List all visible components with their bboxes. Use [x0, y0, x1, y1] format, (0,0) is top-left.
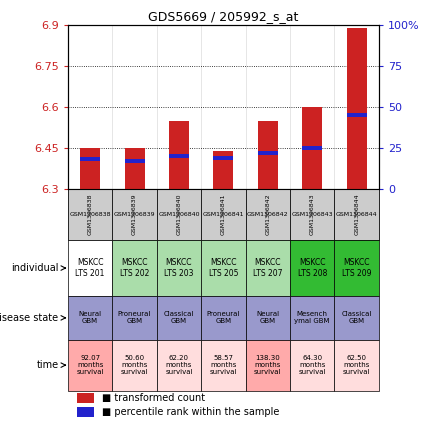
FancyBboxPatch shape	[112, 296, 157, 340]
Title: GDS5669 / 205992_s_at: GDS5669 / 205992_s_at	[148, 10, 299, 23]
FancyBboxPatch shape	[335, 296, 379, 340]
FancyBboxPatch shape	[246, 240, 290, 296]
Text: individual: individual	[11, 263, 59, 273]
Text: disease state: disease state	[0, 313, 59, 323]
Bar	[258, 121, 278, 189]
Text: 138.30
months
survival: 138.30 months survival	[254, 355, 282, 375]
Text: GSM1306843: GSM1306843	[310, 194, 315, 235]
Text: GSM1306840: GSM1306840	[177, 194, 181, 235]
Bar	[302, 146, 322, 150]
Text: GSM1306840: GSM1306840	[158, 212, 200, 217]
Text: Proneural
GBM: Proneural GBM	[207, 311, 240, 324]
Text: ■ transformed count: ■ transformed count	[102, 393, 205, 403]
FancyBboxPatch shape	[157, 189, 201, 240]
Text: Classical
GBM: Classical GBM	[164, 311, 194, 324]
Text: MSKCC
LTS 207: MSKCC LTS 207	[253, 258, 283, 278]
Text: Neural
GBM: Neural GBM	[78, 311, 102, 324]
FancyBboxPatch shape	[68, 340, 112, 391]
FancyBboxPatch shape	[290, 240, 335, 296]
Text: Neural
GBM: Neural GBM	[256, 311, 279, 324]
Text: GSM1306839: GSM1306839	[114, 212, 155, 217]
FancyBboxPatch shape	[246, 189, 290, 240]
FancyBboxPatch shape	[290, 296, 335, 340]
FancyBboxPatch shape	[201, 240, 246, 296]
FancyBboxPatch shape	[290, 340, 335, 391]
FancyBboxPatch shape	[68, 189, 112, 240]
Bar	[124, 148, 145, 189]
Bar	[213, 156, 233, 160]
FancyBboxPatch shape	[201, 189, 246, 240]
Bar	[80, 148, 100, 189]
Bar	[258, 151, 278, 155]
FancyBboxPatch shape	[112, 189, 157, 240]
FancyBboxPatch shape	[246, 189, 290, 240]
Text: 92.07
months
survival: 92.07 months survival	[76, 355, 104, 375]
FancyBboxPatch shape	[68, 189, 112, 240]
FancyBboxPatch shape	[157, 189, 201, 240]
FancyBboxPatch shape	[112, 340, 157, 391]
Bar	[77, 407, 94, 418]
Text: 58.57
months
survival: 58.57 months survival	[210, 355, 237, 375]
Text: MSKCC
LTS 208: MSKCC LTS 208	[297, 258, 327, 278]
Text: GSM1306842: GSM1306842	[265, 194, 270, 235]
Bar	[213, 151, 233, 189]
FancyBboxPatch shape	[201, 189, 246, 240]
Text: ■ percentile rank within the sample: ■ percentile rank within the sample	[102, 407, 279, 417]
Text: GSM1306839: GSM1306839	[132, 194, 137, 235]
Text: 50.60
months
survival: 50.60 months survival	[121, 355, 148, 375]
FancyBboxPatch shape	[335, 340, 379, 391]
Bar	[169, 154, 189, 158]
Text: 62.20
months
survival: 62.20 months survival	[165, 355, 193, 375]
FancyBboxPatch shape	[335, 240, 379, 296]
Bar	[302, 107, 322, 189]
FancyBboxPatch shape	[246, 340, 290, 391]
FancyBboxPatch shape	[335, 189, 379, 240]
Text: GSM1306841: GSM1306841	[221, 194, 226, 235]
FancyBboxPatch shape	[201, 340, 246, 391]
Text: GSM1306838: GSM1306838	[88, 194, 92, 235]
FancyBboxPatch shape	[335, 189, 379, 240]
Text: MSKCC
LTS 202: MSKCC LTS 202	[120, 258, 149, 278]
Bar	[169, 121, 189, 189]
Text: GSM1306843: GSM1306843	[291, 212, 333, 217]
FancyBboxPatch shape	[157, 240, 201, 296]
FancyBboxPatch shape	[157, 296, 201, 340]
Text: 62.50
months
survival: 62.50 months survival	[343, 355, 371, 375]
Text: Proneural
GBM: Proneural GBM	[118, 311, 151, 324]
Text: MSKCC
LTS 209: MSKCC LTS 209	[342, 258, 371, 278]
Text: GSM1306841: GSM1306841	[203, 212, 244, 217]
Text: GSM1306838: GSM1306838	[69, 212, 111, 217]
Text: MSKCC
LTS 201: MSKCC LTS 201	[75, 258, 105, 278]
FancyBboxPatch shape	[68, 296, 112, 340]
Text: Mesench
ymal GBM: Mesench ymal GBM	[294, 311, 330, 324]
Text: Classical
GBM: Classical GBM	[342, 311, 372, 324]
Bar	[346, 28, 367, 189]
Text: MSKCC
LTS 203: MSKCC LTS 203	[164, 258, 194, 278]
Text: GSM1306844: GSM1306844	[336, 212, 378, 217]
FancyBboxPatch shape	[246, 296, 290, 340]
Text: GSM1306842: GSM1306842	[247, 212, 289, 217]
Bar	[77, 393, 94, 403]
FancyBboxPatch shape	[201, 296, 246, 340]
FancyBboxPatch shape	[112, 240, 157, 296]
Bar	[80, 157, 100, 162]
Text: 64.30
months
survival: 64.30 months survival	[298, 355, 326, 375]
FancyBboxPatch shape	[290, 189, 335, 240]
Text: time: time	[36, 360, 59, 370]
Text: GSM1306844: GSM1306844	[354, 194, 359, 235]
FancyBboxPatch shape	[290, 189, 335, 240]
FancyBboxPatch shape	[68, 240, 112, 296]
FancyBboxPatch shape	[157, 340, 201, 391]
Bar	[346, 113, 367, 117]
FancyBboxPatch shape	[112, 189, 157, 240]
Text: MSKCC
LTS 205: MSKCC LTS 205	[208, 258, 238, 278]
Bar	[124, 159, 145, 163]
